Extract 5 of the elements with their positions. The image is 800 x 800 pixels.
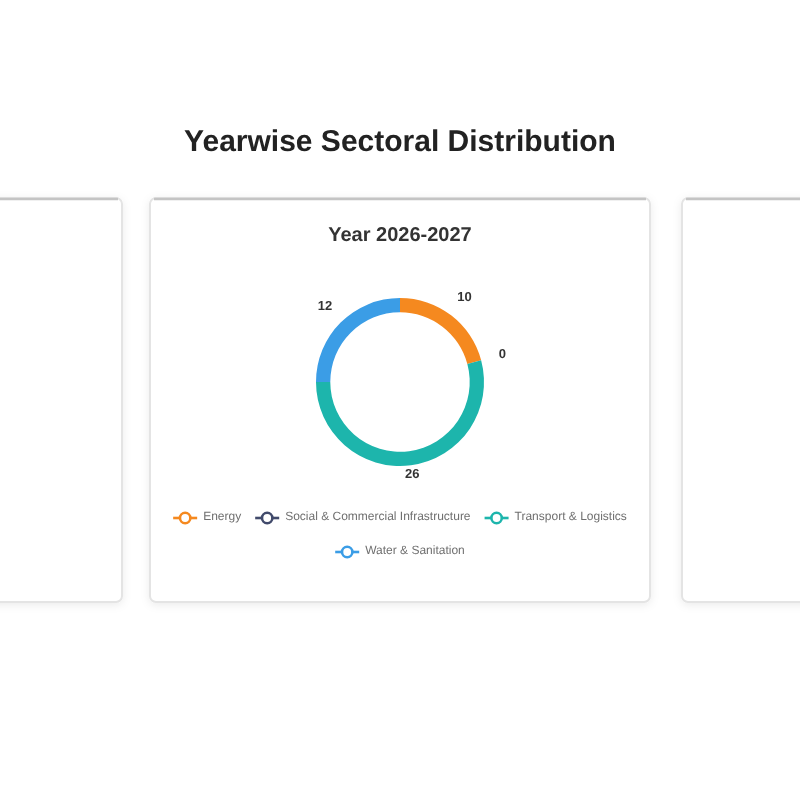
donut-slice (400, 298, 482, 364)
donut-slice (316, 360, 484, 466)
donut-slice (316, 298, 400, 382)
chart-subtitle: Year 2026-2027 (328, 225, 473, 247)
chart-title: Yearwise Sectoral Distribution (184, 125, 616, 159)
